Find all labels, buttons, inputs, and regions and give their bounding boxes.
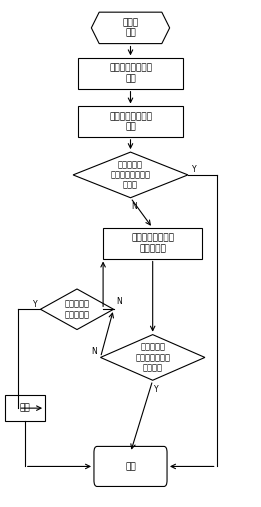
Text: Y: Y — [154, 385, 159, 394]
Text: 结束: 结束 — [125, 462, 136, 471]
Polygon shape — [91, 12, 170, 44]
Text: 读取并校准温度等
参数: 读取并校准温度等 参数 — [109, 64, 152, 83]
Text: 根据温度进行参数
补偿: 根据温度进行参数 补偿 — [109, 112, 152, 131]
Polygon shape — [40, 289, 114, 330]
Bar — [78, 106, 183, 137]
Text: N: N — [91, 347, 97, 356]
Text: 输出与设定
量偏移是否在接受
范围内: 输出与设定 量偏移是否在接受 范围内 — [110, 160, 151, 190]
Polygon shape — [100, 335, 205, 380]
Text: 在其他温度
下检测输出情况
是否符合: 在其他温度 下检测输出情况 是否符合 — [135, 343, 170, 372]
Bar — [5, 395, 45, 421]
Text: N: N — [117, 297, 122, 306]
Text: N: N — [132, 202, 137, 211]
Text: Y: Y — [33, 300, 37, 309]
Text: 修正次数是
否超过阈值: 修正次数是 否超过阈值 — [64, 300, 90, 319]
Text: 根据偏移量线性微
调各项参数: 根据偏移量线性微 调各项参数 — [131, 234, 174, 253]
Bar — [103, 228, 202, 259]
FancyBboxPatch shape — [94, 446, 167, 487]
Polygon shape — [73, 152, 188, 198]
Text: 报警: 报警 — [19, 404, 30, 413]
Bar — [78, 58, 183, 89]
Text: 自修正
开始: 自修正 开始 — [122, 18, 139, 38]
Text: Y: Y — [192, 165, 197, 174]
